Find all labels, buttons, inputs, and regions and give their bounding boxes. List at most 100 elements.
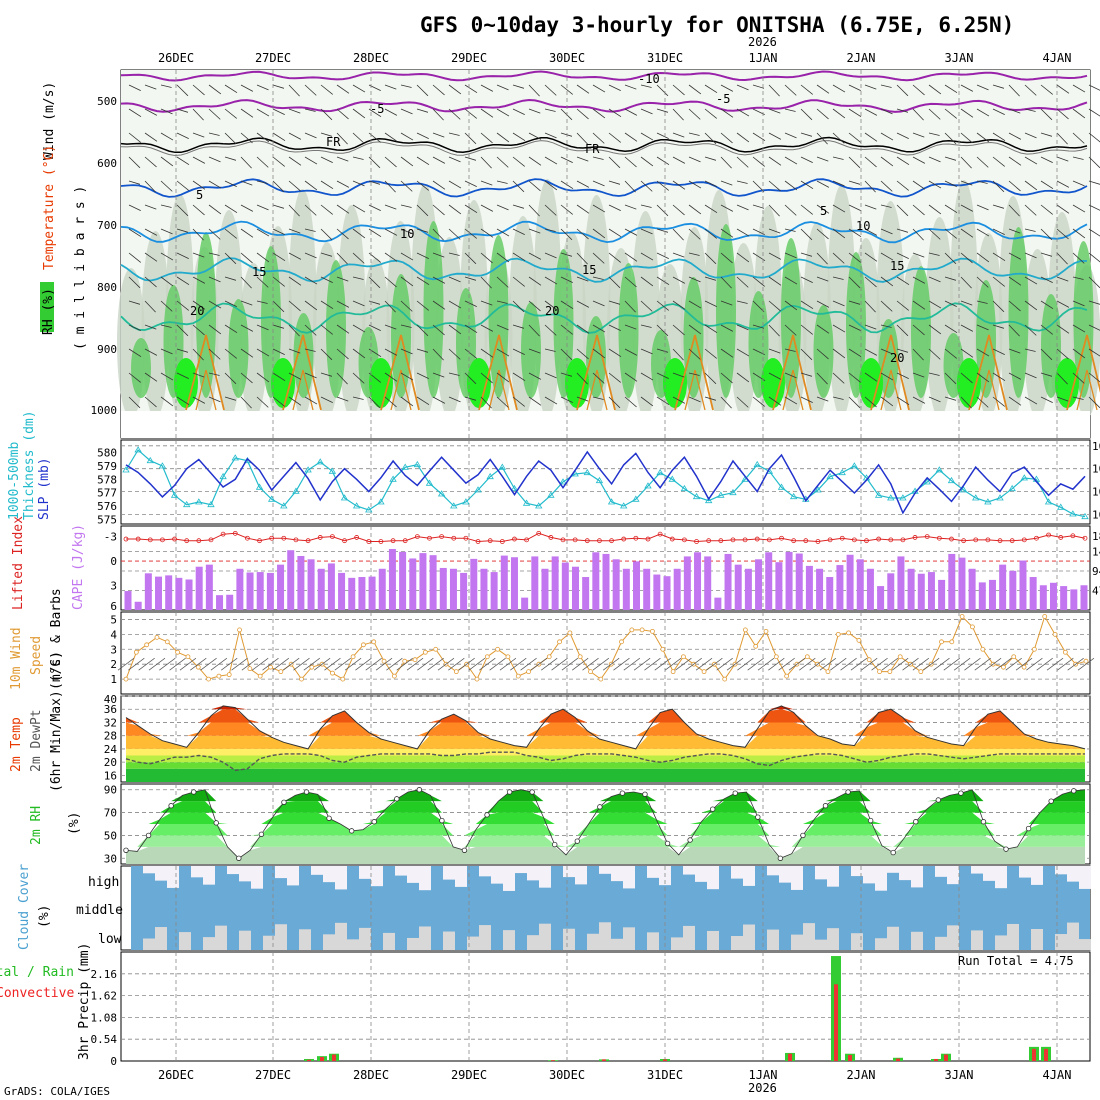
temp2m-label-1: 2m Temp: [9, 717, 24, 772]
wind10-barb: [138, 657, 155, 671]
wind-barb: [352, 324, 366, 333]
wind-barb: [1008, 300, 1021, 312]
cloud-low-fill: [827, 928, 839, 950]
wind-barb: [352, 180, 365, 187]
wind-barb: [992, 228, 1005, 235]
wind-barb: [832, 180, 845, 187]
precip-conv-bar: [944, 1054, 948, 1061]
cape-bar: [205, 564, 213, 610]
li-point: [293, 537, 299, 543]
cloud-low-fill: [791, 934, 803, 950]
thickness-point: [389, 475, 397, 482]
wind-barb: [720, 84, 734, 92]
cloud-low-fill: [911, 931, 923, 950]
cloud-panel: Cloud Cover (%) high middle low: [17, 864, 1091, 951]
precip-label-convective: Convective: [0, 986, 74, 1001]
wind-barb: [944, 348, 957, 359]
wind-barb: [896, 324, 909, 337]
wind-barb: [528, 276, 542, 286]
wind-barb: [416, 276, 430, 286]
wind-barb: [992, 276, 1005, 287]
wind10-barb: [282, 657, 300, 671]
cloud-label-2: (%): [37, 905, 52, 928]
cloud-low-fill: [947, 925, 959, 950]
thickness-point: [1044, 498, 1053, 505]
contour-25: [380, 334, 420, 411]
wind10-point: [422, 649, 428, 655]
wind10-barb: [159, 657, 176, 671]
wind-barb: [144, 228, 158, 236]
date-tick-top: 28DEC: [353, 51, 389, 65]
profile-rh-label: RH (%): [41, 288, 56, 335]
wind-barb: [752, 300, 765, 313]
wind-barb: [816, 228, 829, 240]
surface-strip: [121, 411, 1090, 438]
thickness-point: [182, 500, 191, 508]
wind-barb: [528, 300, 541, 312]
wind-barb: [944, 204, 958, 214]
wind-barb: [608, 156, 621, 169]
cape-bar: [816, 568, 824, 610]
rh-legend-swatch: [40, 282, 54, 332]
wind10-point: [639, 627, 645, 633]
wind-barb: [208, 84, 222, 95]
wind-barb: [672, 108, 684, 121]
wind-barb: [624, 300, 636, 313]
rh-point: [755, 814, 761, 820]
wind10-point: [144, 642, 150, 648]
cape-bar: [602, 553, 610, 610]
y-tick-label: 1: [110, 673, 117, 686]
wind-barb: [976, 252, 990, 263]
wind-barb: [384, 324, 397, 330]
cloud-low-fill: [971, 930, 983, 950]
wind-barb: [992, 348, 1005, 355]
wind-barb: [608, 132, 621, 143]
wind-barb: [448, 372, 460, 376]
cape-bar: [592, 552, 600, 610]
wind-barb: [320, 252, 333, 257]
cape-bar: [165, 575, 173, 610]
li-point: [427, 535, 432, 541]
contour-25: [772, 334, 812, 411]
cape-bar: [175, 577, 183, 610]
wind-barb: [416, 180, 429, 191]
li-point: [742, 537, 748, 543]
wind-barb: [992, 108, 1005, 115]
wind-barb: [368, 156, 381, 169]
wind-barb: [400, 204, 412, 208]
cape-series: [123, 530, 1088, 610]
wind-barb: [672, 300, 686, 310]
wind-barb: [784, 324, 797, 336]
cloud-low-fill: [203, 937, 215, 950]
profile-temp-label: Temperature (°C): [42, 145, 57, 270]
wind-barb: [304, 300, 318, 311]
wind-barb: [640, 84, 652, 88]
cloud-low-fill: [503, 930, 515, 950]
thickness-point: [170, 491, 179, 498]
wind-barb: [880, 132, 894, 141]
wind-barb: [1040, 396, 1053, 403]
wind-barb: [800, 228, 813, 241]
wind-barb: [880, 276, 894, 287]
wind-barb: [608, 324, 621, 331]
li-point: [985, 537, 991, 543]
rh-point: [484, 812, 490, 818]
wind-barb: [720, 156, 732, 169]
li-point: [232, 530, 238, 536]
wind10-barb: [427, 657, 444, 671]
wind10-point: [216, 673, 222, 679]
wind-barb: [432, 276, 446, 284]
wind10-barb: [1067, 657, 1084, 671]
wind10-barb: [922, 657, 940, 671]
wind10-point: [1011, 654, 1017, 660]
y-tick-label: 36: [104, 703, 117, 716]
wind10-barb: [881, 657, 899, 671]
cape-bar: [531, 556, 539, 610]
y-tick-label: 1014: [1092, 440, 1100, 453]
precip-series: [304, 956, 1051, 1061]
wind-barb: [1024, 276, 1038, 285]
wind-barb: [576, 180, 590, 188]
contour-30: [488, 369, 510, 411]
cloud-low-fill: [671, 937, 683, 950]
thickness-point: [1069, 510, 1077, 517]
